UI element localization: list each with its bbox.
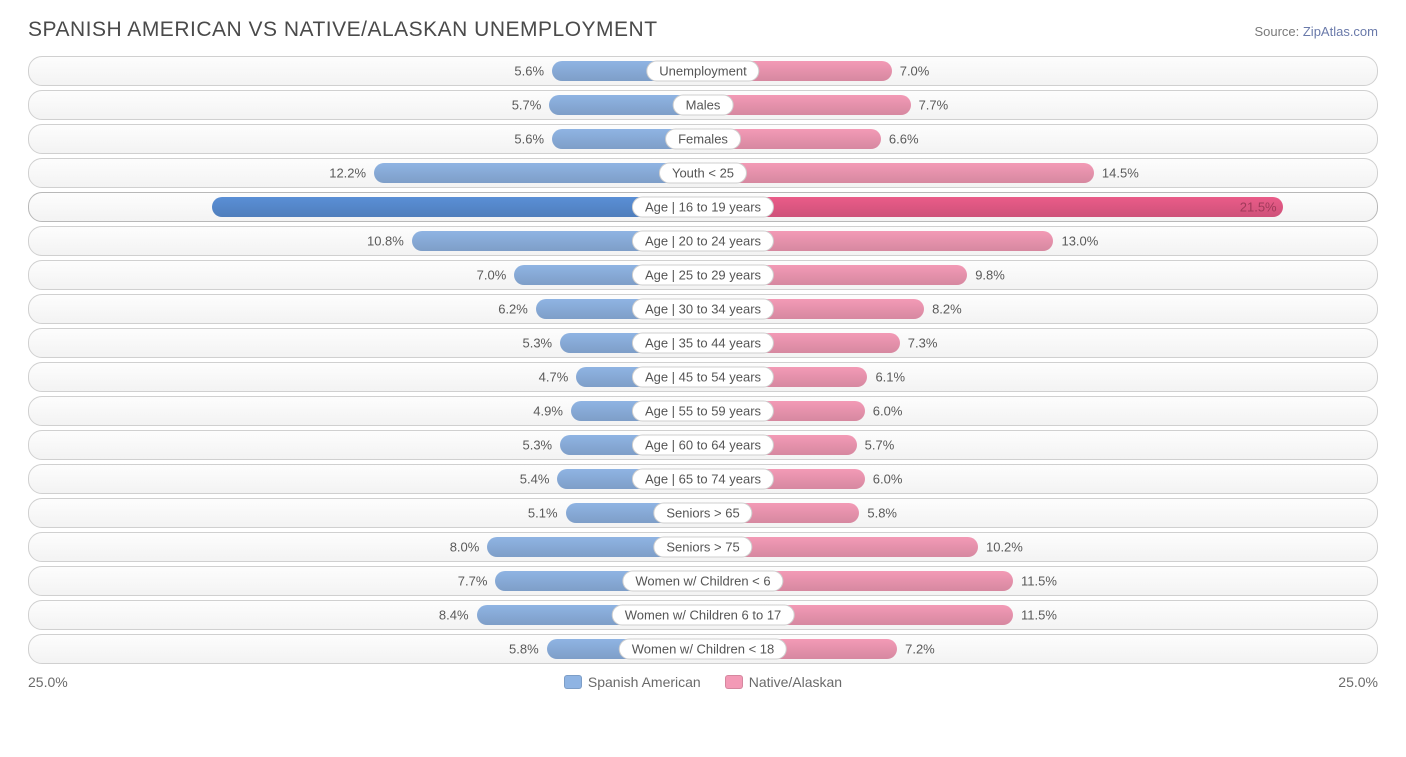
category-label: Age | 65 to 74 years bbox=[632, 469, 774, 490]
value-left: 5.6% bbox=[514, 132, 544, 147]
value-left: 5.1% bbox=[528, 506, 558, 521]
value-right: 7.3% bbox=[908, 336, 938, 351]
value-left: 5.6% bbox=[514, 64, 544, 79]
value-right: 21.5% bbox=[1240, 200, 1277, 215]
chart-row: 4.7% 6.1% Age | 45 to 54 years bbox=[28, 362, 1378, 392]
value-right: 6.0% bbox=[873, 404, 903, 419]
chart-row: 5.6% 6.6% Females bbox=[28, 124, 1378, 154]
value-left: 4.7% bbox=[539, 370, 569, 385]
value-left: 4.9% bbox=[533, 404, 563, 419]
chart-row: 7.7% 11.5% Women w/ Children < 6 bbox=[28, 566, 1378, 596]
chart-row: 12.2% 14.5% Youth < 25 bbox=[28, 158, 1378, 188]
value-right: 11.5% bbox=[1021, 608, 1057, 623]
chart-row: 5.4% 6.0% Age | 65 to 74 years bbox=[28, 464, 1378, 494]
chart-title: SPANISH AMERICAN VS NATIVE/ALASKAN UNEMP… bbox=[28, 18, 658, 42]
category-label: Age | 25 to 29 years bbox=[632, 265, 774, 286]
category-label: Females bbox=[665, 129, 741, 150]
legend-swatch-left bbox=[564, 675, 582, 689]
value-right: 6.1% bbox=[875, 370, 905, 385]
value-left: 6.2% bbox=[498, 302, 528, 317]
category-label: Seniors > 65 bbox=[653, 503, 752, 524]
category-label: Seniors > 75 bbox=[653, 537, 752, 558]
value-right: 9.8% bbox=[975, 268, 1005, 283]
category-label: Unemployment bbox=[646, 61, 759, 82]
chart-row: 6.2% 8.2% Age | 30 to 34 years bbox=[28, 294, 1378, 324]
value-left: 10.8% bbox=[367, 234, 404, 249]
value-left: 7.7% bbox=[458, 574, 488, 589]
category-label: Age | 60 to 64 years bbox=[632, 435, 774, 456]
value-right: 7.2% bbox=[905, 642, 935, 657]
chart-row: 10.8% 13.0% Age | 20 to 24 years bbox=[28, 226, 1378, 256]
legend-swatch-right bbox=[725, 675, 743, 689]
chart-row: 8.0% 10.2% Seniors > 75 bbox=[28, 532, 1378, 562]
chart-row: 7.0% 9.8% Age | 25 to 29 years bbox=[28, 260, 1378, 290]
category-label: Age | 20 to 24 years bbox=[632, 231, 774, 252]
category-label: Women w/ Children < 6 bbox=[622, 571, 783, 592]
bar-right: 21.5% bbox=[703, 197, 1283, 217]
value-right: 10.2% bbox=[986, 540, 1023, 555]
bar-right bbox=[703, 163, 1094, 183]
bar-right bbox=[703, 95, 911, 115]
value-right: 14.5% bbox=[1102, 166, 1139, 181]
value-left: 5.7% bbox=[512, 98, 542, 113]
category-label: Women w/ Children 6 to 17 bbox=[612, 605, 795, 626]
legend-item-left: Spanish American bbox=[564, 674, 701, 690]
chart-row: 18.2% 21.5% Age | 16 to 19 years bbox=[28, 192, 1378, 222]
category-label: Youth < 25 bbox=[659, 163, 747, 184]
source-prefix: Source: bbox=[1254, 24, 1302, 39]
chart-row: 8.4% 11.5% Women w/ Children 6 to 17 bbox=[28, 600, 1378, 630]
category-label: Age | 35 to 44 years bbox=[632, 333, 774, 354]
chart-header: SPANISH AMERICAN VS NATIVE/ALASKAN UNEMP… bbox=[28, 18, 1378, 42]
source-link[interactable]: ZipAtlas.com bbox=[1303, 24, 1378, 39]
legend: Spanish American Native/Alaskan bbox=[564, 674, 842, 690]
category-label: Age | 30 to 34 years bbox=[632, 299, 774, 320]
value-left: 5.8% bbox=[509, 642, 539, 657]
legend-label-right: Native/Alaskan bbox=[749, 674, 842, 690]
category-label: Age | 16 to 19 years bbox=[632, 197, 774, 218]
chart-row: 5.8% 7.2% Women w/ Children < 18 bbox=[28, 634, 1378, 664]
value-right: 7.7% bbox=[919, 98, 949, 113]
source-credit: Source: ZipAtlas.com bbox=[1254, 24, 1378, 39]
category-label: Age | 45 to 54 years bbox=[632, 367, 774, 388]
chart-row: 5.6% 7.0% Unemployment bbox=[28, 56, 1378, 86]
diverging-bar-chart: 5.6% 7.0% Unemployment 5.7% 7.7% Males 5.6% 6.6… bbox=[28, 56, 1378, 664]
bar-left: 18.2% bbox=[212, 197, 703, 217]
value-right: 5.7% bbox=[865, 438, 895, 453]
value-left: 8.4% bbox=[439, 608, 469, 623]
value-right: 11.5% bbox=[1021, 574, 1057, 589]
value-left: 7.0% bbox=[477, 268, 507, 283]
value-right: 6.6% bbox=[889, 132, 919, 147]
chart-footer: 25.0% Spanish American Native/Alaskan 25… bbox=[28, 674, 1378, 690]
value-right: 6.0% bbox=[873, 472, 903, 487]
chart-row: 4.9% 6.0% Age | 55 to 59 years bbox=[28, 396, 1378, 426]
category-label: Age | 55 to 59 years bbox=[632, 401, 774, 422]
value-left: 5.3% bbox=[522, 336, 552, 351]
chart-row: 5.7% 7.7% Males bbox=[28, 90, 1378, 120]
legend-label-left: Spanish American bbox=[588, 674, 701, 690]
chart-row: 5.3% 7.3% Age | 35 to 44 years bbox=[28, 328, 1378, 358]
value-left: 5.3% bbox=[522, 438, 552, 453]
value-right: 5.8% bbox=[867, 506, 897, 521]
value-left: 8.0% bbox=[450, 540, 480, 555]
chart-row: 5.3% 5.7% Age | 60 to 64 years bbox=[28, 430, 1378, 460]
legend-item-right: Native/Alaskan bbox=[725, 674, 842, 690]
value-right: 7.0% bbox=[900, 64, 930, 79]
value-left: 5.4% bbox=[520, 472, 550, 487]
bar-left bbox=[374, 163, 703, 183]
value-left: 12.2% bbox=[329, 166, 366, 181]
value-right: 13.0% bbox=[1061, 234, 1098, 249]
value-right: 8.2% bbox=[932, 302, 962, 317]
category-label: Women w/ Children < 18 bbox=[619, 639, 787, 660]
chart-row: 5.1% 5.8% Seniors > 65 bbox=[28, 498, 1378, 528]
category-label: Males bbox=[673, 95, 734, 116]
axis-left-max: 25.0% bbox=[28, 674, 68, 690]
axis-right-max: 25.0% bbox=[1338, 674, 1378, 690]
